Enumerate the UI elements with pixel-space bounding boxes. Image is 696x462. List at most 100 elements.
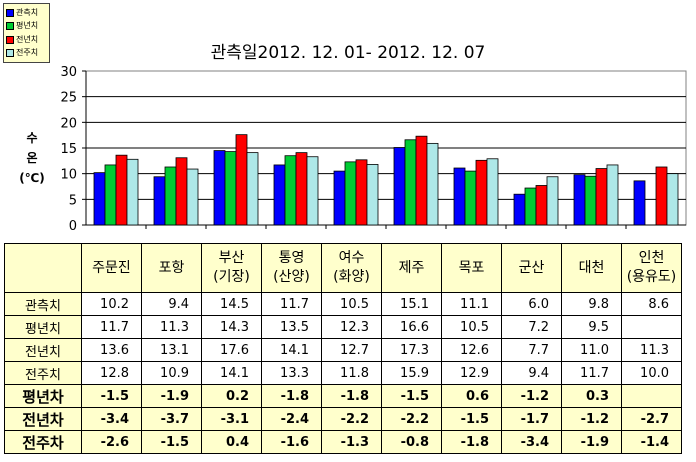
bar (655, 166, 668, 226)
table-cell: 14.3 (201, 315, 262, 339)
row-label: 전년차 (4, 407, 82, 431)
bar (426, 142, 439, 226)
table-cell: 0.3 (561, 384, 622, 408)
bar (153, 176, 166, 226)
column-header-line: (기장) (213, 269, 250, 285)
table-cell: 12.3 (321, 315, 382, 339)
column-header-line: 목포 (458, 259, 485, 276)
bar (584, 175, 597, 226)
table-cell: 17.3 (381, 338, 442, 362)
table-row: 전년치 13.6 13.1 17.6 14.1 12.7 17.3 12.6 7.7 11.0 11… (4, 338, 682, 362)
legend-label: 전년치 (16, 34, 39, 44)
table-cell: -3.7 (141, 407, 202, 431)
y-tick-label: 25 (60, 91, 77, 106)
table-cell: -1.5 (141, 430, 202, 454)
legend-swatch (6, 49, 14, 58)
bar (164, 166, 177, 226)
table-column-header: 주문진 (81, 243, 142, 293)
bar (344, 161, 357, 226)
column-header-line: 통영 (278, 250, 305, 266)
bar (486, 158, 499, 226)
table-cell: -1.8 (321, 384, 382, 408)
table-cell: 12.9 (441, 361, 502, 385)
y-axis-label-line: 수 (26, 131, 38, 145)
table-cell: -1.4 (621, 430, 682, 454)
chart-legend: 관측치 평년치 전년치 전주치 (3, 3, 50, 63)
table-cell: 11.3 (621, 338, 682, 362)
table-cell: 8.6 (621, 292, 682, 316)
bar (524, 187, 537, 226)
table-cell: 9.4 (141, 292, 202, 316)
table-cell: 11.8 (321, 361, 382, 385)
table-cell: 12.8 (81, 361, 142, 385)
table-cell: 10.5 (321, 292, 382, 316)
row-label: 평년차 (4, 384, 82, 408)
table-cell: 7.2 (501, 315, 562, 339)
column-header-line: (용유도) (626, 269, 677, 285)
column-header-line: 군산 (518, 259, 545, 276)
table-cell: -1.9 (561, 430, 622, 454)
table-cell: -1.7 (501, 407, 562, 431)
legend-label: 전주치 (16, 48, 39, 58)
bar (104, 164, 117, 226)
table-column-header: 군산 (501, 243, 562, 293)
table-row: 전주치 12.8 10.9 14.1 13.3 11.8 15.9 12.9 9.4 11.7 10… (4, 361, 682, 385)
table-column-header: 통영 (산양) (261, 243, 322, 293)
bar (186, 168, 199, 226)
table-cell: 7.7 (501, 338, 562, 362)
table-cell: -1.2 (561, 407, 622, 431)
column-header-line: 제주 (398, 259, 425, 276)
chart-title: 관측일2012. 12. 01- 2012. 12. 07 (210, 43, 486, 63)
bar (224, 151, 237, 226)
table-cell: -1.8 (441, 430, 502, 454)
table-row: 관측치 10.2 9.4 14.5 11.7 10.5 15.1 11.1 6.0 9.8 8.6 (4, 292, 682, 316)
table-cell: 10.0 (621, 361, 682, 385)
bar (546, 176, 559, 226)
table-row: 전년차 -3.4 -3.7 -3.1 -2.4 -2.2 -2.2 -1.5 -1.7 -1.2-… (4, 407, 682, 431)
table-column-header: 부산 (기장) (201, 243, 262, 293)
bar (415, 135, 428, 226)
legend-label: 관측치 (16, 7, 39, 17)
bar (513, 193, 526, 226)
table-cell: 9.5 (561, 315, 622, 339)
table-cell: 6.0 (501, 292, 562, 316)
row-label: 전년치 (4, 338, 82, 362)
table-cell: 0.4 (201, 430, 262, 454)
table-cell: -1.9 (141, 384, 202, 408)
bar (404, 139, 417, 226)
table-cell: -0.8 (381, 430, 442, 454)
y-tick-label: 20 (60, 116, 77, 131)
row-label: 전주치 (4, 361, 82, 385)
bar (606, 164, 619, 226)
y-axis-label: 수 온 (℃) (18, 128, 46, 188)
bar (366, 164, 379, 226)
bar (464, 170, 477, 226)
column-header-line: 주문진 (92, 259, 131, 276)
table-cell: -2.4 (261, 407, 322, 431)
bar (126, 158, 139, 226)
bar (333, 170, 346, 226)
table-cell: 13.6 (81, 338, 142, 362)
table-cell: -1.8 (261, 384, 322, 408)
table-cell: -1.5 (81, 384, 142, 408)
column-header-line: 부산 (218, 250, 245, 266)
bar (573, 174, 586, 226)
y-axis-label-line: 온 (26, 151, 38, 165)
table-cell: 17.6 (201, 338, 262, 362)
legend-swatch (6, 35, 14, 44)
table-cell: 15.9 (381, 361, 442, 385)
table-cell: 9.8 (561, 292, 622, 316)
table-cell: -1.5 (441, 407, 502, 431)
y-tick-label: 10 (60, 168, 77, 183)
column-header-line: (화양) (333, 269, 370, 285)
table-cell: 14.5 (201, 292, 262, 316)
table-cell: 13.5 (261, 315, 322, 339)
legend-item: 전년치 (6, 33, 47, 47)
table-cell: 14.1 (261, 338, 322, 362)
table-cell: 16.6 (381, 315, 442, 339)
bar (535, 185, 548, 226)
table-cell (621, 315, 682, 339)
table-cell: 11.7 (561, 361, 622, 385)
table-cell: 11.7 (81, 315, 142, 339)
table-cell: 0.2 (201, 384, 262, 408)
